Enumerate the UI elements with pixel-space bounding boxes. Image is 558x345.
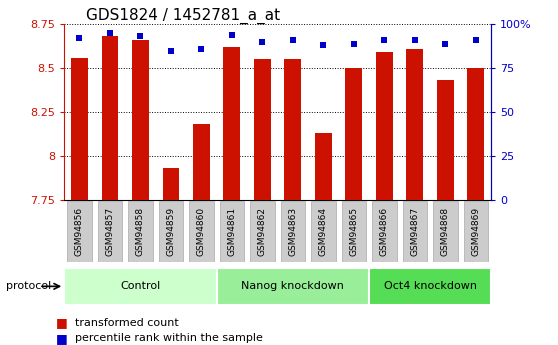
Text: GSM94862: GSM94862 [258, 207, 267, 256]
Bar [345, 68, 362, 200]
FancyBboxPatch shape [250, 201, 275, 262]
Point [472, 37, 480, 43]
Text: GSM94859: GSM94859 [166, 207, 175, 256]
Text: GSM94869: GSM94869 [472, 207, 480, 256]
Text: percentile rank within the sample: percentile rank within the sample [75, 333, 263, 343]
Text: GSM94866: GSM94866 [380, 207, 389, 256]
Point [105, 30, 114, 36]
FancyBboxPatch shape [403, 201, 427, 262]
Bar [102, 37, 118, 200]
FancyBboxPatch shape [67, 201, 92, 262]
Text: Control: Control [121, 282, 161, 291]
Text: GSM94858: GSM94858 [136, 207, 145, 256]
FancyBboxPatch shape [98, 201, 122, 262]
FancyBboxPatch shape [217, 268, 369, 305]
Point [410, 37, 419, 43]
FancyBboxPatch shape [220, 201, 244, 262]
Point [441, 41, 450, 46]
Text: GDS1824 / 1452781_a_at: GDS1824 / 1452781_a_at [85, 8, 280, 24]
Point [166, 48, 175, 53]
Text: GSM94868: GSM94868 [441, 207, 450, 256]
FancyBboxPatch shape [189, 201, 214, 262]
Bar [71, 58, 88, 200]
Bar [162, 168, 179, 200]
FancyBboxPatch shape [433, 201, 458, 262]
Point [349, 41, 358, 46]
Bar [224, 47, 240, 200]
Point [319, 42, 328, 48]
Bar [468, 68, 484, 200]
Text: ■: ■ [56, 332, 68, 345]
Bar [285, 59, 301, 200]
Bar [193, 125, 210, 200]
Text: GSM94860: GSM94860 [197, 207, 206, 256]
Text: GSM94861: GSM94861 [227, 207, 237, 256]
Bar [437, 80, 454, 200]
Text: GSM94864: GSM94864 [319, 207, 328, 256]
Text: Oct4 knockdown: Oct4 knockdown [383, 282, 477, 291]
Text: ■: ■ [56, 316, 68, 329]
Text: transformed count: transformed count [75, 318, 179, 327]
Bar [315, 133, 331, 200]
Point [136, 34, 145, 39]
Point [197, 46, 206, 51]
Point [75, 36, 84, 41]
Point [228, 32, 237, 38]
Text: GSM94857: GSM94857 [105, 207, 114, 256]
FancyBboxPatch shape [128, 201, 152, 262]
Bar [406, 49, 423, 200]
FancyBboxPatch shape [311, 201, 335, 262]
Text: GSM94863: GSM94863 [288, 207, 297, 256]
FancyBboxPatch shape [341, 201, 366, 262]
FancyBboxPatch shape [64, 268, 217, 305]
Bar [376, 52, 393, 200]
Point [380, 37, 389, 43]
Point [288, 37, 297, 43]
Point [258, 39, 267, 45]
FancyBboxPatch shape [281, 201, 305, 262]
Text: GSM94856: GSM94856 [75, 207, 84, 256]
Text: Nanog knockdown: Nanog knockdown [242, 282, 344, 291]
FancyBboxPatch shape [369, 268, 491, 305]
Text: protocol: protocol [6, 282, 51, 291]
Text: GSM94865: GSM94865 [349, 207, 358, 256]
FancyBboxPatch shape [372, 201, 397, 262]
Bar [132, 40, 149, 200]
Bar [254, 59, 271, 200]
FancyBboxPatch shape [158, 201, 183, 262]
Text: GSM94867: GSM94867 [410, 207, 419, 256]
FancyBboxPatch shape [464, 201, 488, 262]
